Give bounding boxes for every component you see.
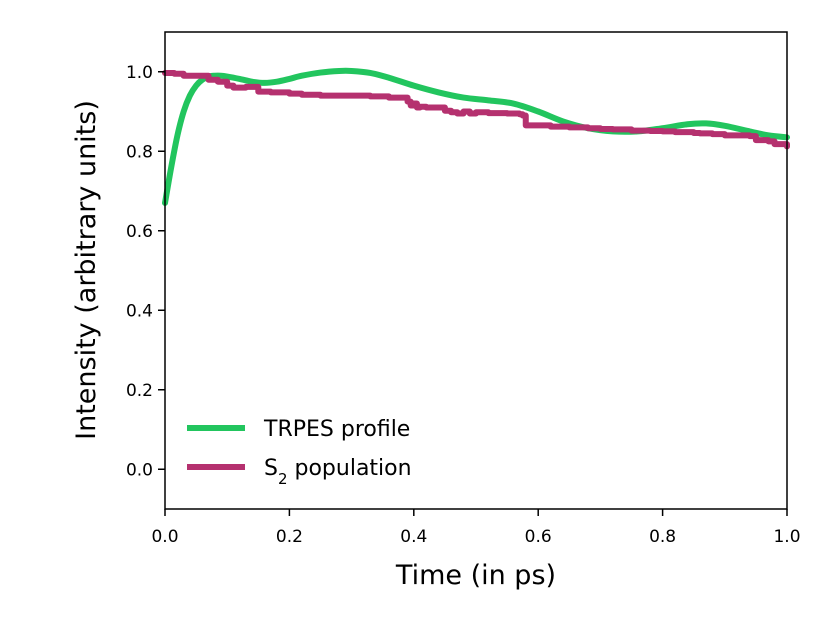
- x-tick-label: 0.4: [400, 527, 427, 547]
- plot-frame: [164, 31, 788, 510]
- y-tick-label: 0.8: [126, 142, 153, 162]
- y-tick-label: 0.4: [126, 301, 153, 321]
- y-tick-label: 0.6: [126, 222, 153, 242]
- y-axis-title: Intensity (arbitrary units): [71, 100, 102, 440]
- x-tick-label: 0.2: [276, 527, 303, 547]
- legend-label-trpes: TRPES profile: [263, 417, 410, 442]
- y-axis: 0.0 0.2 0.4 0.6 0.8 1.0: [126, 63, 165, 480]
- y-tick-label: 0.2: [126, 381, 153, 401]
- x-tick-label: 0.6: [525, 527, 552, 547]
- x-tick-label: 1.0: [773, 527, 800, 547]
- y-tick-label: 0.0: [126, 460, 153, 480]
- x-tick-label: 0.8: [649, 527, 676, 547]
- legend-label-s2: S2 population: [264, 456, 412, 488]
- x-tick-label: 0.0: [151, 527, 178, 547]
- s2-population-line: [162, 69, 790, 150]
- y-tick-label: 1.0: [126, 63, 153, 83]
- legend: TRPES profile S2 population: [187, 417, 412, 488]
- x-axis: 0.0 0.2 0.4 0.6 0.8 1.0: [151, 509, 801, 547]
- plot-area: [162, 67, 790, 206]
- legend-label-s2-rest: population: [288, 456, 412, 481]
- legend-label-s2-base: S: [264, 456, 278, 481]
- x-axis-title: Time (in ps): [395, 560, 556, 591]
- legend-label-s2-sub: 2: [278, 470, 288, 488]
